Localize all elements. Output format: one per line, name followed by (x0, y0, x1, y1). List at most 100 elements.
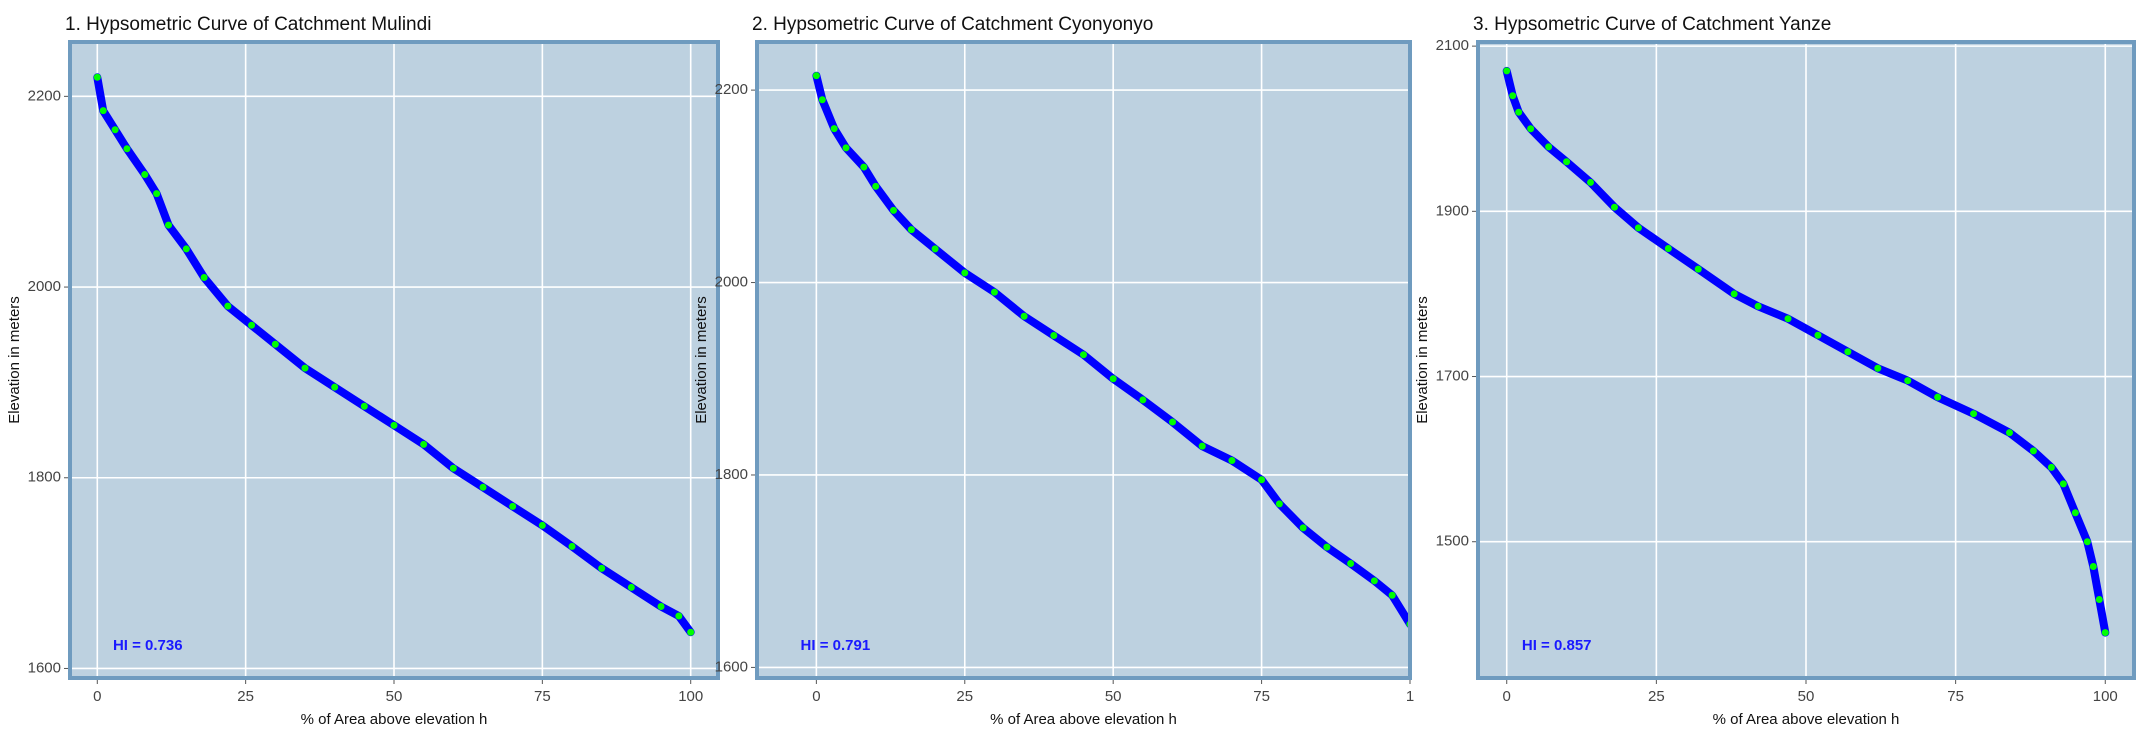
point (990, 288, 998, 296)
y-tick-label: 2200 (28, 87, 61, 104)
point (1299, 524, 1307, 532)
point (182, 245, 190, 253)
point (1503, 67, 1511, 75)
point (675, 612, 683, 620)
point (1275, 500, 1283, 508)
point (1970, 410, 1978, 418)
point (1323, 543, 1331, 551)
point (390, 421, 398, 429)
point (2083, 538, 2091, 546)
x-tick-label: 0 (1503, 688, 1511, 705)
point (1527, 125, 1535, 133)
point (509, 502, 517, 510)
x-tick-label: 75 (1947, 688, 1964, 705)
plot-area (1502, 66, 2110, 637)
y-tick-label: 1700 (1436, 367, 1469, 384)
panel-border (755, 40, 1412, 680)
y-tick-label: 1500 (1436, 533, 1469, 550)
point (1258, 476, 1266, 484)
point (200, 274, 208, 282)
point (842, 144, 850, 152)
point (931, 245, 939, 253)
point (1109, 375, 1117, 383)
point (165, 221, 173, 229)
x-tick-label: 25 (1648, 688, 1665, 705)
point (1904, 377, 1912, 385)
x-tick-label: 50 (1105, 688, 1122, 705)
point (1139, 396, 1147, 404)
x-tick-label: 50 (1798, 688, 1815, 705)
point (2101, 629, 2109, 637)
y-tick-label: 2000 (28, 278, 61, 295)
x-tick-label: 1 (1406, 688, 1414, 705)
x-axis-title: % of Area above elevation h (301, 711, 488, 728)
point (449, 464, 457, 472)
x-tick-label: 75 (1253, 688, 1270, 705)
point (1874, 364, 1882, 372)
y-axis-title: Elevation in meters (1414, 296, 1431, 424)
point (1694, 265, 1702, 273)
point (1509, 92, 1517, 100)
point (420, 440, 428, 448)
point (153, 190, 161, 198)
point (627, 583, 635, 591)
x-tick-label: 50 (386, 688, 403, 705)
point (1784, 315, 1792, 323)
point (99, 107, 107, 115)
panel (757, 42, 1410, 678)
x-tick-label: 25 (237, 688, 254, 705)
point (961, 269, 969, 277)
point (1610, 203, 1618, 211)
point (271, 340, 279, 348)
point (1754, 302, 1762, 310)
point (890, 206, 898, 214)
x-tick-label: 0 (812, 688, 820, 705)
point (141, 171, 149, 179)
point (2095, 596, 2103, 604)
x-tick-label: 25 (956, 688, 973, 705)
point (2059, 480, 2067, 488)
point (1515, 108, 1523, 116)
point (1347, 560, 1355, 568)
y-tick-label: 1600 (28, 659, 61, 676)
point (872, 182, 880, 190)
point (1370, 577, 1378, 585)
hi-annotation: HI = 0.791 (801, 637, 871, 654)
point (93, 73, 101, 81)
panel-border (68, 40, 720, 680)
y-tick-label: 2000 (715, 274, 748, 291)
point (1587, 178, 1595, 186)
point (479, 483, 487, 491)
point (248, 321, 256, 329)
point (907, 226, 915, 234)
y-tick-label: 1800 (715, 466, 748, 483)
y-tick-label: 1600 (715, 658, 748, 675)
panel-border (1476, 40, 2136, 680)
point (360, 402, 368, 410)
y-tick-label: 2200 (715, 81, 748, 98)
point (123, 145, 131, 153)
point (2029, 447, 2037, 455)
x-tick-label: 100 (2093, 688, 2118, 705)
point (1228, 457, 1236, 465)
point (1934, 393, 1942, 401)
chart-title: 3. Hypsometric Curve of Catchment Yanze (1473, 14, 1831, 35)
plot-area (812, 71, 1410, 629)
hi-annotation: HI = 0.736 (113, 637, 183, 654)
point (1664, 244, 1672, 252)
point (812, 72, 820, 80)
chart-title: 2. Hypsometric Curve of Catchment Cyonyo… (752, 14, 1153, 35)
x-axis-title: % of Area above elevation h (990, 711, 1177, 728)
x-tick-label: 100 (678, 688, 703, 705)
point (860, 163, 868, 171)
point (301, 364, 309, 372)
y-tick-label: 1900 (1436, 202, 1469, 219)
point (1198, 442, 1206, 450)
point (598, 564, 606, 572)
point (224, 302, 232, 310)
point (818, 96, 826, 104)
point (331, 383, 339, 391)
x-tick-label: 75 (534, 688, 551, 705)
x-tick-label: 0 (93, 688, 101, 705)
point (568, 542, 576, 550)
